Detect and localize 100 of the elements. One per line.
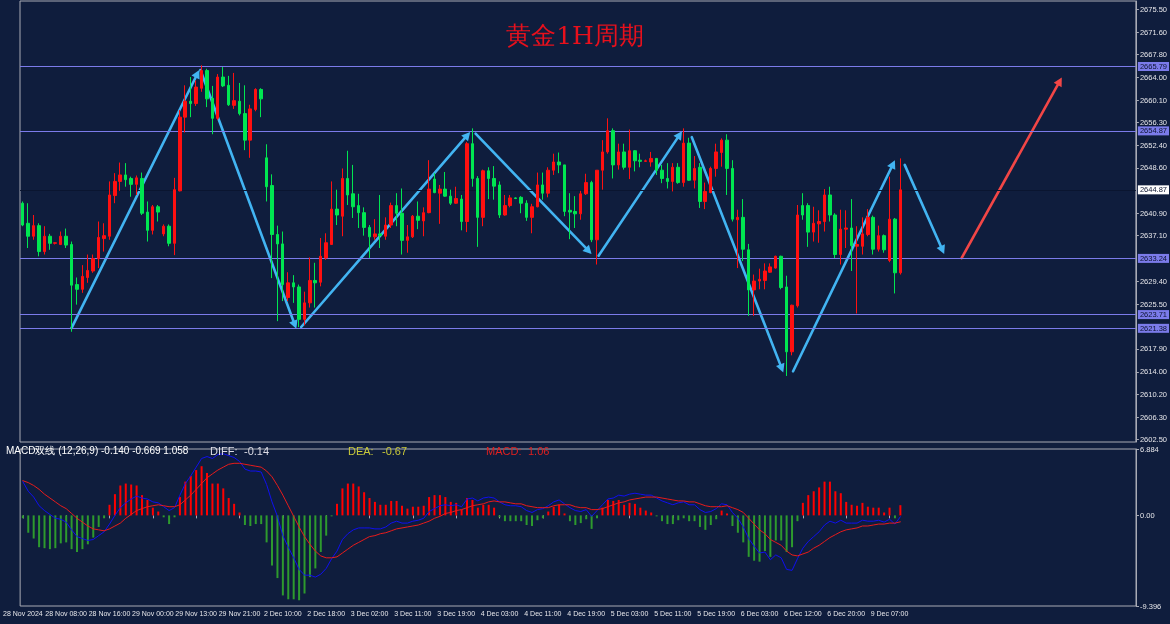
bar <box>476 507 479 516</box>
candlestick <box>536 172 539 208</box>
bar <box>823 481 826 516</box>
bar <box>276 515 279 579</box>
bar <box>32 515 35 539</box>
bar <box>487 504 490 516</box>
bar <box>558 504 561 516</box>
bar <box>433 495 436 516</box>
bar <box>168 515 171 525</box>
bar <box>341 488 344 516</box>
bar <box>688 515 691 522</box>
bar <box>509 515 512 522</box>
candlestick <box>557 152 561 174</box>
bar <box>758 515 761 562</box>
candlestick <box>687 137 691 182</box>
candlestick <box>37 222 41 257</box>
candlestick <box>530 203 534 234</box>
bar <box>135 485 138 516</box>
bar <box>195 470 198 516</box>
candlestick <box>362 206 366 237</box>
candlestick <box>335 189 339 226</box>
candlestick <box>741 198 745 262</box>
candlestick <box>622 143 626 171</box>
candlestick <box>720 137 723 168</box>
bar <box>677 515 680 521</box>
candlestick <box>167 223 171 247</box>
candlestick <box>108 180 111 241</box>
bar <box>856 505 859 516</box>
bar <box>693 515 696 522</box>
candlestick <box>866 208 870 237</box>
candlestick <box>747 243 750 317</box>
candlestick <box>443 171 447 198</box>
candlestick <box>579 190 582 221</box>
candlestick <box>871 215 875 256</box>
candlestick <box>189 76 192 118</box>
candlestick <box>162 223 165 237</box>
bar <box>801 502 804 516</box>
bar <box>812 491 815 516</box>
candlestick <box>882 233 886 254</box>
bar <box>151 507 154 516</box>
candlestick <box>449 189 452 206</box>
candlestick <box>411 214 414 239</box>
bar <box>866 506 869 516</box>
bar <box>352 483 355 516</box>
candlestick <box>368 224 371 259</box>
candlestick <box>628 129 631 180</box>
candlestick <box>205 68 209 108</box>
bar <box>633 503 636 516</box>
bar <box>384 504 387 516</box>
bar <box>59 515 62 544</box>
candlestick <box>725 133 729 196</box>
candlestick <box>433 172 436 194</box>
candlestick <box>736 209 739 269</box>
bar <box>249 515 252 526</box>
candlestick <box>86 254 89 284</box>
candlestick <box>823 188 826 233</box>
candlestick <box>194 80 198 107</box>
bar <box>747 515 750 557</box>
bar <box>54 515 57 549</box>
candlestick <box>731 159 734 222</box>
candlestick <box>438 184 442 225</box>
candlestick <box>590 180 593 243</box>
candlestick <box>671 162 674 192</box>
bar <box>899 505 902 516</box>
candlestick <box>303 291 306 326</box>
bar <box>531 515 534 526</box>
bar <box>791 515 794 548</box>
candlestick <box>346 150 349 206</box>
candlestick <box>389 202 393 229</box>
candlestick <box>806 202 810 248</box>
bar <box>216 483 219 516</box>
candlestick <box>855 225 859 314</box>
candlestick <box>563 164 566 217</box>
candlestick <box>552 153 555 176</box>
candlestick <box>400 187 404 256</box>
bar <box>97 515 100 527</box>
candlestick <box>243 84 247 151</box>
candlestick <box>406 224 409 254</box>
bar <box>298 515 301 601</box>
bar <box>189 475 192 516</box>
bar <box>417 506 420 516</box>
candlestick <box>617 143 620 171</box>
candlestick <box>861 216 864 256</box>
bar <box>222 488 225 516</box>
bar <box>709 515 712 526</box>
candlestick <box>850 198 853 272</box>
bar <box>753 515 756 561</box>
bar <box>839 493 842 516</box>
bar <box>401 505 404 516</box>
bar <box>325 515 328 536</box>
bar <box>346 483 349 516</box>
candlestick <box>476 175 479 248</box>
candlestick <box>644 159 647 163</box>
candlestick <box>606 117 609 155</box>
annotation: DIFF: <box>210 444 238 457</box>
bar <box>628 502 631 516</box>
candlestick <box>839 209 842 266</box>
candlestick <box>752 274 756 317</box>
bar <box>893 515 896 519</box>
candlestick <box>481 169 485 227</box>
